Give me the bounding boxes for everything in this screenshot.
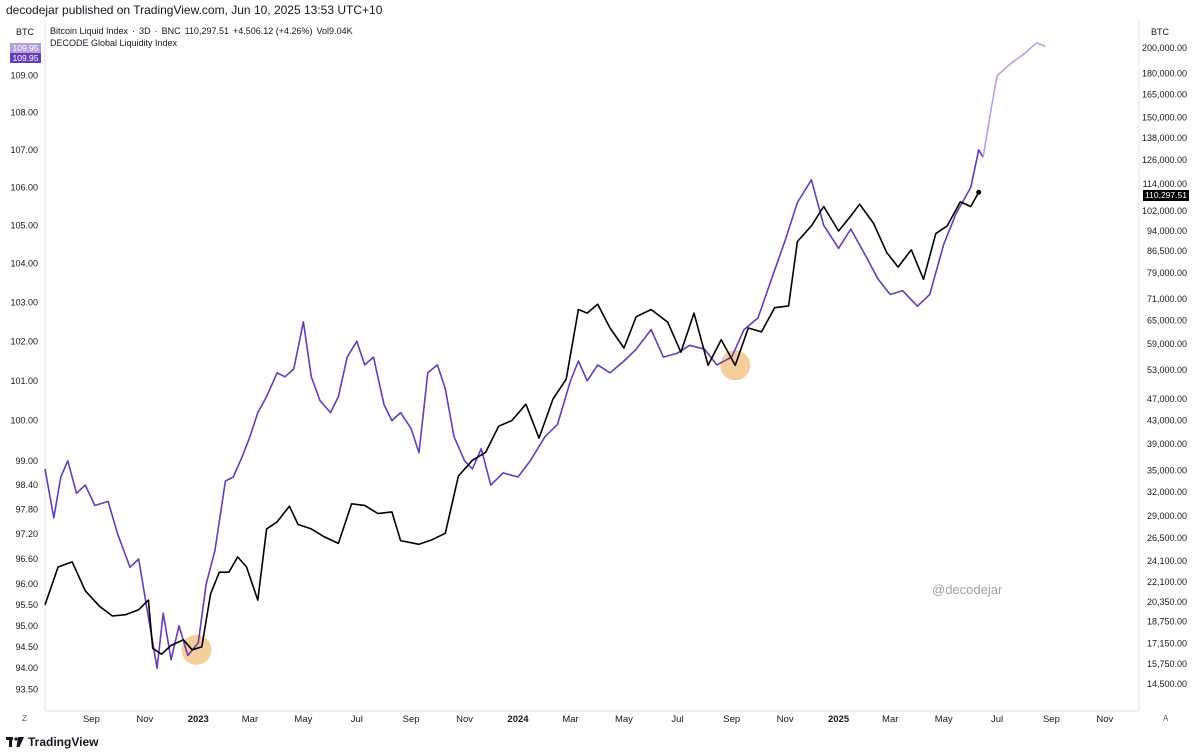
left-axis-tick-label: 94.50 (15, 642, 38, 652)
publish-header: decodejar published on TradingView.com, … (6, 3, 383, 17)
x-axis-tick-label: May (615, 714, 633, 725)
watermark-handle: @decodejar (932, 582, 1003, 597)
zoom-button[interactable]: Z (22, 714, 27, 723)
right-axis-tick-label: 32,000.00 (1147, 487, 1187, 497)
left-axis-tick-label: 105.00 (10, 220, 38, 230)
legend-price: 110,297.51 (184, 26, 229, 36)
left-axis-tick-label: 95.00 (15, 621, 38, 631)
left-axis-tick-label: 96.60 (15, 554, 38, 564)
right-axis-tick-label: 200,000.00 (1142, 43, 1187, 53)
x-axis-tick-label: Jul (991, 714, 1003, 725)
right-axis-tick-label: 15,750.00 (1147, 659, 1187, 669)
x-axis-tick-label: Sep (1043, 714, 1060, 725)
x-axis-tick-label: Mar (242, 714, 258, 725)
right-axis-tick-label: 26,500.00 (1147, 533, 1187, 543)
left-axis-tick-label: 94.00 (15, 663, 38, 673)
right-axis-tick-label: 20,350.00 (1147, 597, 1187, 607)
right-axis-tick-label: 150,000.00 (1142, 113, 1187, 123)
left-axis-tick-label: 97.20 (15, 529, 38, 539)
right-axis-tick-label: 86,500.00 (1147, 246, 1187, 256)
left-axis-tick-label: 106.00 (10, 182, 38, 192)
right-axis-tick-label: 17,150.00 (1147, 638, 1187, 648)
right-axis-tick-label: 126,000.00 (1142, 155, 1187, 165)
x-axis-tick-label: Sep (403, 714, 420, 725)
x-axis-tick-label: May (935, 714, 953, 725)
left-axis-tick-label: 93.50 (15, 685, 38, 695)
x-axis-tick-label: Mar (882, 714, 898, 725)
right-axis-tick-label: 138,000.00 (1142, 133, 1187, 143)
right-axis-tick-label: 29,000.00 (1147, 511, 1187, 521)
right-axis-tick-label: 79,000.00 (1147, 268, 1187, 278)
auto-scale-button[interactable]: A (1163, 714, 1169, 723)
chart-legend: Bitcoin Liquid Index · 3D · BNC 110,297.51 +4,… (50, 25, 357, 49)
liquidity-series-line (44, 149, 984, 669)
x-axis-tick-label: May (294, 714, 312, 725)
x-axis-tick-label: Jul (351, 714, 363, 725)
left-axis-tick-label: 103.00 (10, 297, 38, 307)
left-axis-tick-label: 97.80 (15, 505, 38, 515)
right-axis-tick-label: 114,000.00 (1143, 179, 1187, 189)
right-axis-tick-label: 47,000.00 (1147, 394, 1187, 404)
legend-source: BNC (161, 26, 181, 36)
right-axis-tick-label: 39,000.00 (1147, 439, 1187, 449)
right-axis-tick-label: 59,000.00 (1147, 339, 1187, 349)
left-axis-currency-label: BTC (16, 27, 34, 37)
left-axis-value-tag-liquidity: 109.95 (10, 53, 41, 63)
right-axis-tick-label: 53,000.00 (1147, 365, 1187, 375)
left-axis-tick-label: 101.00 (10, 376, 38, 386)
right-axis-tick-label: 24,100.00 (1147, 556, 1187, 566)
x-axis-tick-label: 2025 (828, 714, 850, 725)
left-axis-tick-label: 107.00 (10, 145, 38, 155)
legend-sep: · (154, 26, 158, 36)
tradingview-logo-icon (6, 737, 24, 747)
legend-btc-line[interactable]: Bitcoin Liquid Index · 3D · BNC 110,297.51 +4,… (50, 25, 357, 37)
x-axis-tick-label: 2024 (507, 714, 529, 725)
left-axis-tick-label: 100.00 (10, 416, 38, 426)
left-axis-tick-label: 104.00 (10, 259, 38, 269)
right-axis-tick-label: 94,000.00 (1147, 226, 1187, 236)
footer-logo-text: TradingView (28, 735, 99, 749)
right-axis-tick-label: 43,000.00 (1147, 416, 1187, 426)
footer: TradingView (6, 735, 98, 749)
left-axis-tick-label: 108.00 (10, 108, 38, 118)
right-axis-tick-label: 14,500.00 (1147, 679, 1187, 689)
x-axis-tick-label: Nov (136, 714, 153, 725)
right-axis-tick-label: 71,000.00 (1147, 294, 1187, 304)
x-axis-tick-label: Nov (1096, 714, 1113, 725)
legend-change: +4,506.12 (+4.26%) (232, 26, 313, 36)
x-axis-tick-label: Nov (456, 714, 473, 725)
right-axis-currency-label: BTC (1151, 27, 1169, 37)
legend-volume: Vol9.04K (316, 26, 353, 36)
right-axis-tick-label: 35,000.00 (1147, 465, 1187, 475)
x-axis-tick-label: Jul (671, 714, 683, 725)
x-axis-tick-label: Sep (723, 714, 740, 725)
left-axis-tick-label: 109.00 (10, 71, 38, 81)
legend-interval: 3D (139, 26, 151, 36)
legend-liquidity-line[interactable]: DECODE Global Liquidity Index (50, 38, 178, 48)
right-axis-tick-label: 165,000.00 (1142, 90, 1187, 100)
liquidity-projection-line (982, 42, 1046, 158)
left-axis-value-tag-projection: 109.95 (10, 43, 41, 53)
right-axis-tick-label: 180,000.00 (1142, 69, 1187, 79)
x-axis-tick-label: Mar (562, 714, 578, 725)
btc-last-price-tag: 110,297.51 (1143, 190, 1189, 201)
x-axis-tick-label: 2023 (188, 714, 209, 725)
left-axis-tick-label: 99.00 (15, 456, 38, 466)
left-axis-tick-label: 96.00 (15, 579, 38, 589)
legend-btc-name: Bitcoin Liquid Index (50, 26, 129, 36)
x-axis-tick-label: Sep (83, 714, 100, 725)
right-axis-tick-label: 18,750.00 (1147, 617, 1187, 627)
right-axis-tick-label: 22,100.00 (1147, 577, 1187, 587)
right-axis-tick-label: 102,000.00 (1142, 206, 1187, 216)
left-axis-tick-label: 102.00 (10, 336, 38, 346)
highlight-circle (181, 634, 212, 665)
x-axis-tick-label: Nov (777, 714, 794, 725)
left-axis-tick-label: 95.50 (15, 600, 38, 610)
legend-sep: · (132, 26, 136, 36)
btc-series-line (44, 191, 980, 655)
btc-last-point (976, 189, 982, 195)
right-axis-tick-label: 65,000.00 (1147, 315, 1187, 325)
left-axis-tick-label: 98.40 (15, 480, 38, 490)
